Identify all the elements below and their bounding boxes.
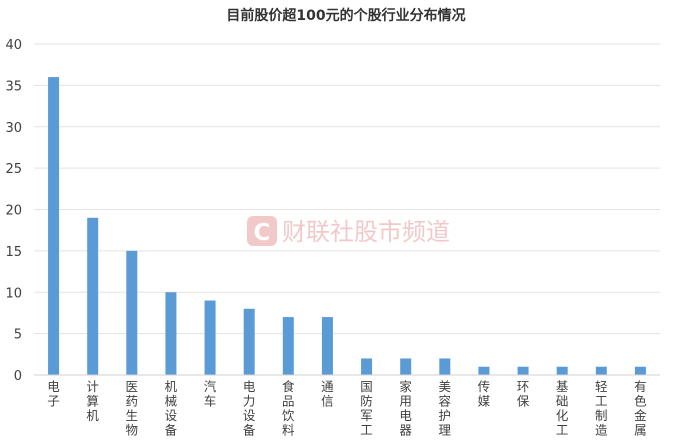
y-tick-label: 40 <box>5 38 22 53</box>
watermark-text: 财联社股市频道 <box>282 218 450 246</box>
watermark: C 财联社股市频道 <box>247 216 450 246</box>
bar <box>517 366 529 375</box>
x-tick-label: 医药生物 <box>126 379 139 438</box>
x-tick-label: 电力设备 <box>243 379 256 438</box>
x-tick-label: 有色金属 <box>634 379 647 438</box>
watermark-logo-letter: C <box>254 220 271 246</box>
gridlines <box>34 43 660 335</box>
y-tick-label: 25 <box>5 162 22 177</box>
bar <box>634 366 646 375</box>
bar <box>87 217 99 375</box>
x-tick-label: 汽车 <box>204 379 217 409</box>
bars <box>48 77 646 375</box>
y-tick-label: 5 <box>14 328 22 343</box>
x-tick-label: 轻工制造 <box>595 379 608 438</box>
bar <box>321 317 333 375</box>
x-tick-label: 计算机 <box>86 379 99 423</box>
bar <box>361 358 373 375</box>
y-tick-label: 15 <box>5 245 22 260</box>
x-tick-label: 基础化工 <box>556 379 569 438</box>
watermark-logo <box>247 216 277 246</box>
bar <box>126 250 138 375</box>
x-tick-label: 传媒 <box>478 379 491 409</box>
y-tick-label: 35 <box>5 79 22 94</box>
x-axis-labels: 电子 计算机 医药生物 机械设备 汽车 电力设备 食品饮料 通信 国防军工 家用电器 美容护理 传媒环… <box>47 379 647 438</box>
x-tick-label: 家用电器 <box>399 379 412 438</box>
bar <box>595 366 607 375</box>
bar <box>282 317 294 375</box>
bar <box>439 358 451 375</box>
bar <box>48 77 60 375</box>
x-tick-label: 食品饮料 <box>282 379 295 438</box>
x-tick-label: 美容护理 <box>439 379 452 438</box>
bar <box>478 366 490 375</box>
bar <box>204 300 216 375</box>
x-tick-label: 通信 <box>321 379 334 409</box>
y-axis-ticks: 0 5 10 15 20 25 30 35 40 <box>5 38 22 384</box>
x-tick-label: 国防军工 <box>360 379 373 438</box>
y-tick-label: 0 <box>14 369 22 384</box>
y-tick-label: 10 <box>5 286 22 301</box>
y-tick-label: 20 <box>5 204 22 219</box>
x-tick-label: 机械设备 <box>165 379 178 438</box>
chart-title: 目前股价超100元的个股行业分布情况 <box>226 7 465 24</box>
bar <box>400 358 412 375</box>
bar <box>243 308 255 375</box>
bar <box>165 292 177 375</box>
y-tick-label: 30 <box>5 121 22 136</box>
x-tick-label: 电子 <box>47 379 60 409</box>
bar <box>556 366 568 375</box>
x-tick-label: 环保 <box>517 379 530 409</box>
